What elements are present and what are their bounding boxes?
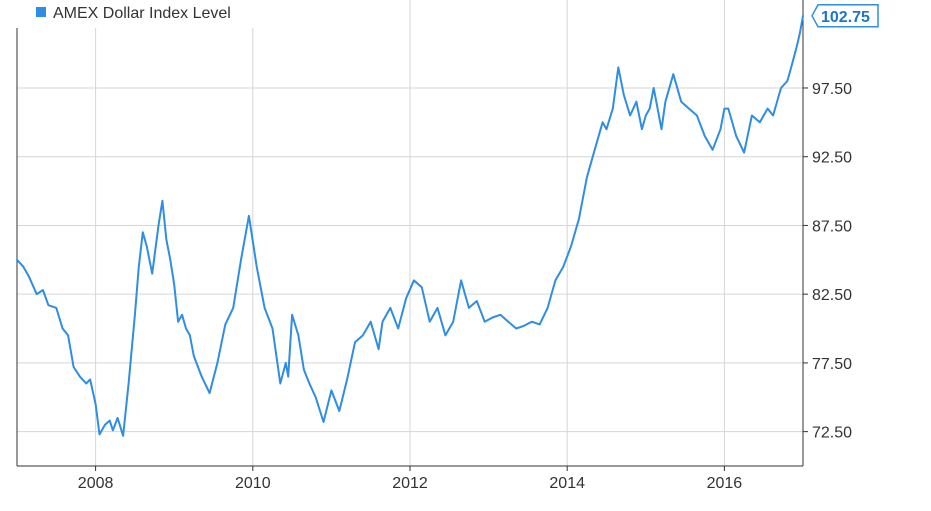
y-tick-label: 92.50 xyxy=(812,150,852,167)
last-value-box xyxy=(811,4,879,28)
gridlines xyxy=(17,0,803,466)
legend: AMEX Dollar Index Level xyxy=(14,0,280,28)
series-line xyxy=(16,14,804,437)
x-tick-label: 2016 xyxy=(707,475,743,492)
legend-background xyxy=(14,0,280,28)
legend-label: AMEX Dollar Index Level xyxy=(53,5,231,22)
last-value-label: 102.75 xyxy=(821,9,870,26)
tick-labels: 72.50 77.50 82.50 87.50 92.50 97.50 2008 2010 20… xyxy=(78,81,852,492)
series-layer xyxy=(16,14,804,437)
x-tick-label: 2014 xyxy=(549,475,585,492)
axes xyxy=(16,0,808,471)
y-tick-label: 87.50 xyxy=(812,218,852,235)
x-tick-label: 2010 xyxy=(235,475,271,492)
y-tick-label: 82.50 xyxy=(812,287,852,304)
y-tick-label: 77.50 xyxy=(812,356,852,373)
x-tick-label: 2008 xyxy=(78,475,114,492)
x-tick-label: 2012 xyxy=(392,475,428,492)
last-value-callout: 102.75 xyxy=(811,4,879,28)
y-tick-label: 72.50 xyxy=(812,425,852,442)
y-tick-label: 97.50 xyxy=(812,81,852,98)
square-legend-icon xyxy=(36,7,46,17)
